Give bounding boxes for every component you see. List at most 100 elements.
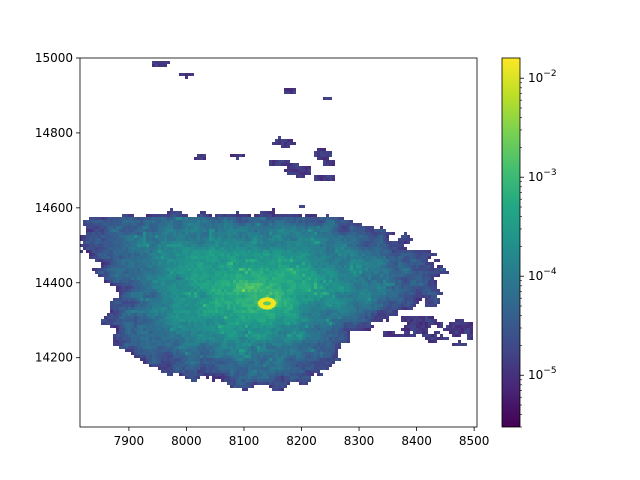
heatmap-cell	[305, 331, 308, 334]
heatmap-cell	[338, 295, 341, 298]
heatmap-cell	[290, 220, 293, 223]
heatmap-cell	[302, 223, 305, 226]
heatmap-cell	[218, 232, 221, 235]
heatmap-cell	[209, 220, 212, 223]
heatmap-cell	[395, 268, 398, 271]
heatmap-cell	[161, 220, 164, 223]
heatmap-cell	[278, 280, 281, 283]
heatmap-cell	[263, 238, 266, 241]
heatmap-cell	[116, 322, 119, 325]
heatmap-cell	[203, 265, 206, 268]
heatmap-cell	[434, 331, 437, 334]
heatmap-cell	[341, 238, 344, 241]
heatmap-cell	[176, 277, 179, 280]
heatmap-cell	[158, 343, 161, 346]
heatmap-cell	[245, 337, 248, 340]
heatmap-cell	[113, 316, 116, 319]
heatmap-cell	[428, 298, 431, 301]
heatmap-cell	[305, 259, 308, 262]
heatmap-cell	[143, 265, 146, 268]
heatmap-cell	[131, 322, 134, 325]
heatmap-cell	[191, 223, 194, 226]
heatmap-cell	[212, 274, 215, 277]
heatmap-cell	[230, 244, 233, 247]
heatmap-cell	[200, 217, 203, 220]
heatmap-cell	[314, 328, 317, 331]
heatmap-cell	[206, 274, 209, 277]
heatmap-cell	[386, 268, 389, 271]
heatmap-cell	[419, 259, 422, 262]
heatmap-cell	[143, 271, 146, 274]
heatmap-cell	[395, 304, 398, 307]
heatmap-cell	[356, 322, 359, 325]
heatmap-cell	[224, 298, 227, 301]
heatmap-cell	[278, 253, 281, 256]
heatmap-cell	[170, 211, 173, 214]
heatmap-cell	[368, 226, 371, 229]
heatmap-cell	[317, 283, 320, 286]
heatmap-cell	[350, 259, 353, 262]
heatmap-cell	[236, 349, 239, 352]
heatmap-cell	[311, 250, 314, 253]
heatmap-cell	[170, 307, 173, 310]
heatmap-cell	[125, 256, 128, 259]
heatmap-cell	[347, 328, 350, 331]
heatmap-cell	[218, 343, 221, 346]
heatmap-cell	[287, 352, 290, 355]
heatmap-cell	[389, 247, 392, 250]
heatmap-cell	[206, 289, 209, 292]
heatmap-cell	[434, 259, 437, 262]
heatmap-cell	[146, 268, 149, 271]
heatmap-cell	[353, 319, 356, 322]
heatmap-cell	[335, 289, 338, 292]
heatmap-cell	[290, 142, 293, 145]
heatmap-cell	[392, 331, 395, 334]
heatmap-cell	[161, 244, 164, 247]
heatmap-cell	[401, 262, 404, 265]
heatmap-cell	[140, 337, 143, 340]
heatmap-cell	[362, 271, 365, 274]
heatmap-cell	[323, 175, 326, 178]
heatmap-cell	[263, 253, 266, 256]
heatmap-cell	[392, 277, 395, 280]
heatmap-cell	[386, 298, 389, 301]
heatmap-cell	[407, 322, 410, 325]
heatmap-cell	[188, 73, 191, 76]
heatmap-cell	[209, 256, 212, 259]
heatmap-cell	[206, 343, 209, 346]
heatmap-cell	[353, 280, 356, 283]
heatmap-cell	[185, 232, 188, 235]
heatmap-cell	[263, 226, 266, 229]
heatmap-cell	[236, 337, 239, 340]
heatmap-cell	[167, 319, 170, 322]
heatmap-cell	[284, 238, 287, 241]
heatmap-cell	[239, 352, 242, 355]
heatmap-cell	[341, 295, 344, 298]
heatmap-cell	[188, 262, 191, 265]
heatmap-cell	[161, 352, 164, 355]
heatmap-cell	[119, 310, 122, 313]
heatmap-cell	[263, 352, 266, 355]
heatmap-cell	[218, 280, 221, 283]
heatmap-cell	[179, 268, 182, 271]
heatmap-cell	[230, 301, 233, 304]
heatmap-cell	[170, 316, 173, 319]
heatmap-cell	[227, 313, 230, 316]
heatmap-cell	[278, 235, 281, 238]
heatmap-cell	[155, 310, 158, 313]
heatmap-cell	[299, 298, 302, 301]
heatmap-cell	[227, 346, 230, 349]
heatmap-cell	[122, 328, 125, 331]
heatmap-cell	[368, 298, 371, 301]
heatmap-cell	[164, 274, 167, 277]
heatmap-cell	[125, 268, 128, 271]
heatmap-cell	[362, 268, 365, 271]
heatmap-cell	[314, 346, 317, 349]
heatmap-cell	[287, 271, 290, 274]
heatmap-cell	[263, 283, 266, 286]
heatmap-cell	[212, 295, 215, 298]
heatmap-cell	[119, 340, 122, 343]
heatmap-cell	[134, 316, 137, 319]
heatmap-cell	[239, 346, 242, 349]
heatmap-cell	[143, 262, 146, 265]
